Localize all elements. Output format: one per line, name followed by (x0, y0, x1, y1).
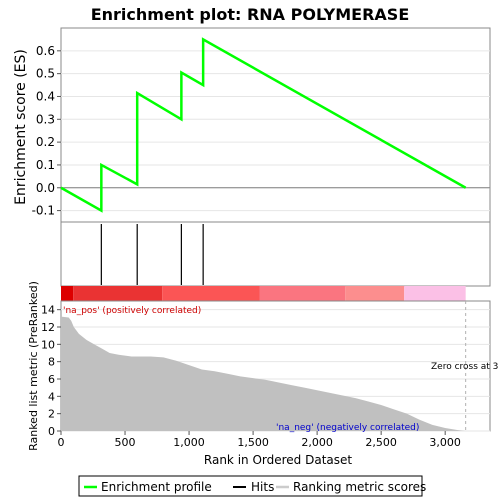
es-ytick-label: 0.6 (36, 44, 55, 58)
metric-ytick-label: 10 (41, 338, 55, 351)
chart-title: Enrichment plot: RNA POLYMERASE (91, 5, 410, 24)
metric-ytick-label: 8 (48, 356, 55, 369)
metric-ytick-label: 12 (41, 321, 55, 334)
metric-ytick-label: 6 (48, 373, 55, 386)
negative-correlation-label: 'na_neg' (negatively correlated) (276, 423, 419, 433)
color-bar-segment (61, 286, 74, 301)
metric-ytick-label: 2 (48, 408, 55, 421)
enrichment-score-panel: -0.1 0.0 0.1 0.2 0.3 0.4 0.5 0.6 Enrichment sco… (13, 27, 491, 223)
x-tick-label: 3,000 (429, 436, 461, 449)
x-tick-label: 0 (58, 436, 65, 449)
hits-panel (60, 221, 491, 287)
metric-axis-label: Ranked list metric (PreRanked) (27, 281, 40, 451)
positive-correlation-label: 'na_pos' (positively correlated) (63, 306, 201, 316)
x-tick-label: 1,000 (173, 436, 205, 449)
x-tick-label: 500 (115, 436, 136, 449)
legend-label-hits: Hits (251, 480, 274, 494)
es-ytick-label: 0.2 (36, 135, 55, 149)
x-tick-label: 2,500 (365, 436, 397, 449)
es-ytick-label: 0.1 (36, 158, 55, 172)
enrichment-profile-line (60, 37, 467, 213)
metric-ytick-label: 14 (41, 304, 55, 317)
ranking-metric-area (61, 316, 466, 431)
es-ytick-label: -0.1 (32, 204, 55, 218)
legend-label-enrichment-profile: Enrichment profile (101, 480, 212, 494)
x-tick-label: 2,000 (301, 436, 333, 449)
legend-label-ranking-metric: Ranking metric scores (293, 480, 426, 494)
zero-cross-label: Zero cross at 3 (431, 362, 498, 372)
metric-ytick-label: 4 (48, 390, 55, 403)
es-ytick-label: 0.5 (36, 67, 55, 81)
x-axis-label: Rank in Ordered Dataset (204, 453, 352, 467)
ranked-metric-panel: Zero cross at 3 'na_pos' (positively cor… (27, 281, 498, 451)
x-tick-label: 1,500 (237, 436, 269, 449)
es-axis-label: Enrichment score (ES) (13, 49, 29, 205)
color-bar-segment (162, 286, 260, 301)
legend: Enrichment profile Hits Ranking metric s… (78, 475, 426, 497)
color-bar-segment (345, 286, 405, 301)
color-bar-segment (259, 286, 346, 301)
es-ytick-label: 0.0 (36, 181, 55, 195)
rank-x-axis: 0 500 1,000 1,500 2,000 2,500 3,000 (58, 431, 461, 449)
metric-ytick-label: 0 (48, 425, 55, 438)
color-bar-segment (73, 286, 163, 301)
es-ytick-label: 0.4 (36, 89, 55, 103)
color-bar-segment (404, 286, 466, 301)
es-ytick-label: 0.3 (36, 112, 55, 126)
ranked-color-bar (61, 286, 466, 301)
